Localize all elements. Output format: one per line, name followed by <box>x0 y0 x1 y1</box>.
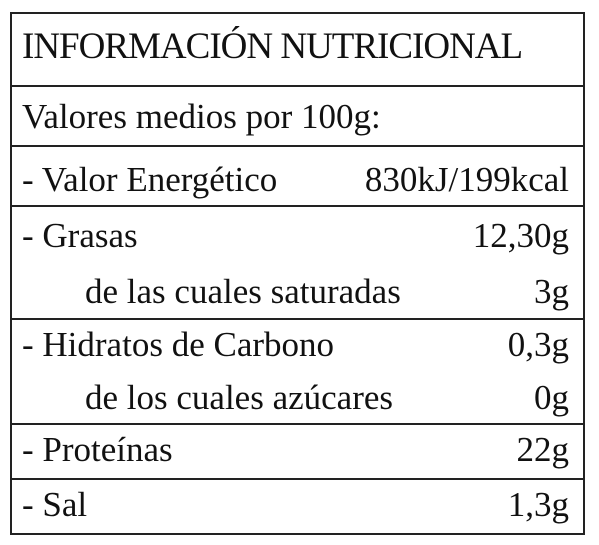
nutrient-label: de las cuales saturadas <box>85 272 401 311</box>
nutrient-label: - Grasas <box>22 216 138 255</box>
row-divider <box>10 205 585 207</box>
row-divider <box>10 85 585 87</box>
row-divider <box>10 318 585 320</box>
row-divider <box>10 145 585 147</box>
table-border <box>10 12 585 535</box>
nutrient-label: - Proteínas <box>22 430 173 469</box>
nutrient-value: 1,3g <box>507 485 569 524</box>
nutrient-value: 0g <box>534 378 569 417</box>
nutrient-value: 3g <box>534 272 569 311</box>
nutrient-value: 22g <box>516 430 570 469</box>
nutrient-label: - Valor Energético <box>22 160 278 199</box>
nutrient-label: - Sal <box>22 485 88 524</box>
nutrient-value: 0,3g <box>507 325 569 364</box>
title: INFORMACIÓN NUTRICIONAL <box>22 26 523 67</box>
nutrient-value: 12,30g <box>472 216 569 255</box>
nutrient-label: - Hidratos de Carbono <box>22 325 335 364</box>
nutrient-label: de los cuales azúcares <box>85 378 394 417</box>
row-divider <box>10 423 585 425</box>
nutrient-value: 830kJ/199kcal <box>364 160 569 199</box>
row-divider <box>10 478 585 480</box>
subtitle: Valores medios por 100g: <box>22 97 381 136</box>
